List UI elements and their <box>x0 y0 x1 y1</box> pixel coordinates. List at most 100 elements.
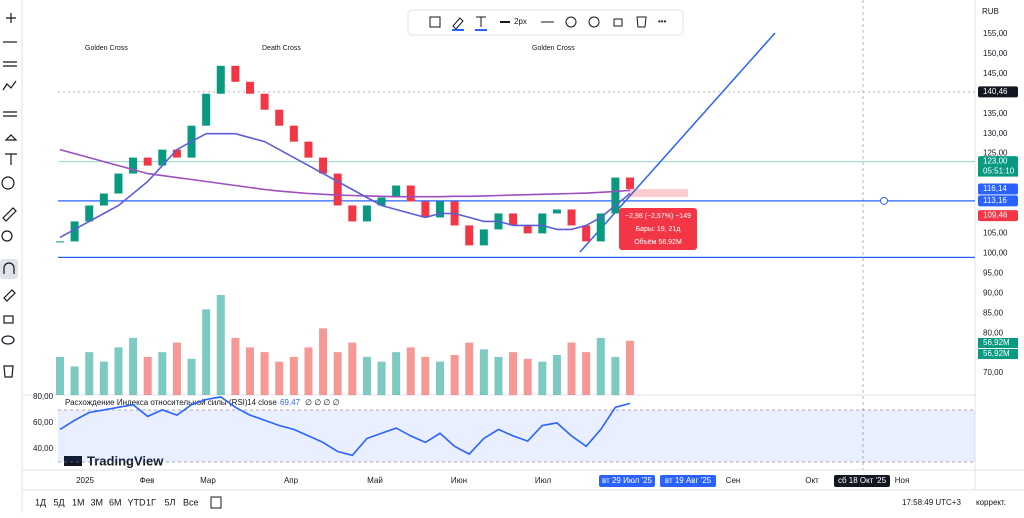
volume-bar <box>114 347 123 395</box>
annotation: Death Cross <box>262 45 301 52</box>
time-label: Мар <box>200 476 216 485</box>
lock-draw-tool[interactable] <box>3 289 16 302</box>
volume-bar <box>362 356 371 395</box>
projection-tool[interactable] <box>3 111 17 117</box>
pattern-tool[interactable] <box>2 80 17 91</box>
ma-line <box>59 396 631 457</box>
delete-button[interactable] <box>636 16 647 28</box>
date-range-button[interactable] <box>210 496 222 509</box>
volume-bar <box>260 352 269 395</box>
crosshair-tool[interactable] <box>6 13 16 23</box>
text-color-button[interactable] <box>476 16 486 27</box>
settings-button[interactable] <box>565 16 577 28</box>
text-tool[interactable] <box>5 153 17 165</box>
volume-bar <box>377 361 386 395</box>
volume-bar <box>582 352 591 395</box>
annotation: Golden Cross <box>85 45 128 52</box>
tooltip-line: Бары: 19, 21д <box>636 226 681 233</box>
volume-bar <box>172 342 181 395</box>
range-button[interactable]: YTD <box>128 497 147 507</box>
adjust-button[interactable]: коррект. <box>976 498 1006 507</box>
rsi-params: 14 close <box>247 398 277 407</box>
clock: 17:58:49 UTC+3 <box>902 498 961 507</box>
more-button[interactable]: ••• <box>658 17 667 26</box>
volume-bar <box>143 356 152 395</box>
volume-bar <box>450 355 459 395</box>
color-button[interactable] <box>452 17 464 30</box>
price-label-box <box>978 183 1018 195</box>
candle <box>172 149 181 158</box>
trash-tool[interactable] <box>3 365 14 378</box>
volume-bar <box>596 337 605 395</box>
range-button[interactable]: 5Л <box>165 497 176 507</box>
volume-bar <box>333 352 342 395</box>
alert-button[interactable] <box>588 16 600 28</box>
range-button[interactable]: 1М <box>72 497 85 507</box>
volume-bar <box>202 309 211 395</box>
y-tick-label: 70,00 <box>983 368 1004 377</box>
y-tick-label: 125,00 <box>983 149 1008 158</box>
candle <box>348 205 357 222</box>
range-button[interactable]: 1Д <box>35 497 46 507</box>
time-label: Июн <box>451 476 467 485</box>
emoji-tool[interactable] <box>1 176 15 190</box>
magnet-active[interactable] <box>0 259 18 279</box>
eye-tool[interactable] <box>1 335 15 345</box>
rsi-tick-label: 60,00 <box>33 418 54 427</box>
candle <box>260 93 269 110</box>
lock-button[interactable] <box>613 18 623 27</box>
range-button[interactable]: 3М <box>91 497 104 507</box>
time-label: вт 29 Июл '25 <box>602 476 653 485</box>
rsi-tick-label: 40,00 <box>33 444 54 453</box>
trend-line[interactable] <box>579 32 776 253</box>
volume-bar <box>99 361 108 395</box>
time-label: Сен <box>726 476 741 485</box>
volume-bar <box>552 355 561 395</box>
volume-label: 56,92M <box>983 338 1010 347</box>
range-button[interactable]: 6М <box>109 497 122 507</box>
fib-tool[interactable] <box>3 61 17 67</box>
price-label: 109,46 <box>983 211 1008 220</box>
volume-label-box <box>978 349 1018 359</box>
price-label: 123,00 <box>983 157 1008 166</box>
candle <box>70 221 79 242</box>
ma-line <box>59 132 631 239</box>
range-button[interactable]: Все <box>183 497 199 507</box>
ruler-tool[interactable] <box>2 207 17 222</box>
candle <box>362 205 371 222</box>
y-tick-label: 155,00 <box>983 29 1008 38</box>
rsi-value: 69,47 <box>280 398 301 407</box>
price-label-box <box>978 156 1018 168</box>
range-button[interactable]: 5Д <box>54 497 65 507</box>
shape-tool[interactable] <box>4 134 18 141</box>
line-width[interactable]: 2px <box>514 17 527 26</box>
lock-tool[interactable] <box>3 315 14 324</box>
time-label: 2025 <box>76 476 94 485</box>
candle <box>421 201 430 218</box>
magnet-tool[interactable] <box>3 262 15 274</box>
candle <box>246 81 254 94</box>
range-button[interactable]: 1Г <box>146 497 156 507</box>
y-tick-label: 130,00 <box>983 129 1008 138</box>
volume-bar <box>611 356 620 395</box>
candle <box>114 173 123 194</box>
volume-bar <box>421 356 430 395</box>
countdown: 05:51:10 <box>983 167 1015 176</box>
candle <box>158 149 167 166</box>
currency[interactable]: RUB <box>982 7 999 16</box>
volume-bar <box>567 342 576 395</box>
zoom-tool[interactable] <box>1 230 13 242</box>
volume-bar <box>392 352 401 395</box>
candle <box>392 185 401 198</box>
candle <box>626 177 634 189</box>
candle <box>216 65 225 94</box>
template-button[interactable] <box>429 16 441 28</box>
candle <box>99 193 108 206</box>
candle <box>289 125 298 142</box>
level-handle <box>880 196 888 205</box>
volume-bar <box>479 349 488 395</box>
candle <box>333 173 342 206</box>
volume-bar <box>246 347 254 395</box>
countdown-box <box>978 166 1018 177</box>
